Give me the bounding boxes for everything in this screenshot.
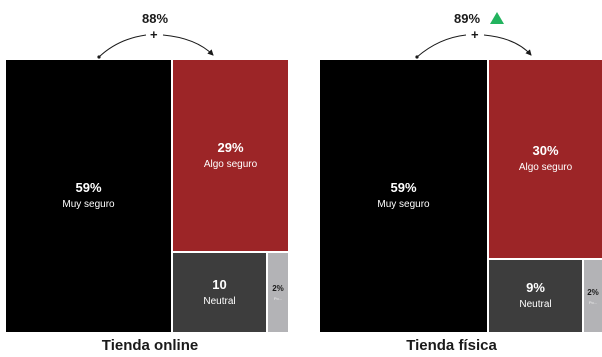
tile-poco-seguro: 2% Po... — [584, 260, 602, 332]
tile-algo-seguro: 29% Algo seguro — [173, 60, 288, 251]
tile-category-label: Neutral — [203, 295, 236, 307]
right-arrow-curve — [162, 34, 214, 56]
tile-value-label: 2% — [272, 284, 284, 293]
tile-value-label: 10 — [212, 276, 227, 292]
tile-category-label: Algo seguro — [203, 158, 258, 170]
tile-value-label: 2% — [587, 287, 599, 297]
tile-muy-seguro: 59% Muy seguro — [6, 60, 171, 332]
combine-arrows — [97, 34, 214, 59]
tile-category-label: Algo seguro — [518, 162, 573, 173]
combine-arrows — [415, 34, 532, 59]
triangle-up-icon — [490, 12, 504, 24]
right-arrow-curve — [483, 34, 532, 56]
plus-icon: + — [471, 27, 479, 42]
left-arrow-dot — [415, 55, 419, 59]
tile-category-label: Muy seguro — [377, 199, 430, 210]
tile-category-label: Neutral — [519, 299, 552, 310]
combined-percent-label: 89% — [454, 11, 481, 26]
tile-muy-seguro: 59% Muy seguro — [320, 60, 487, 332]
panel-title: Tienda física — [406, 337, 497, 354]
tile-category-label: Po... — [588, 299, 598, 305]
treemap-panel-fisica: 89% + 59% Muy seguro 30% Algo seguro 9% … — [301, 0, 602, 357]
tile-poco-seguro: 2% Po... — [268, 253, 288, 332]
tile-value-label: 59% — [390, 180, 417, 195]
plus-icon: + — [150, 27, 158, 42]
tile-category-label: Po... — [273, 296, 283, 301]
tile-value-label: 29% — [217, 139, 244, 155]
tile-neutral: 9% Neutral — [489, 260, 582, 332]
combined-percent-label: 88% — [142, 11, 169, 26]
panel-title: Tienda online — [101, 337, 199, 354]
tile-neutral: 10 Neutral — [173, 253, 266, 332]
tile-category-label: Muy seguro — [62, 199, 115, 210]
treemap-panel-online: 88% + 59% Muy seguro 29% Algo seguro 10 … — [0, 0, 300, 357]
tile-value-label: 30% — [532, 143, 559, 158]
left-arrow-curve — [416, 34, 467, 58]
tile-value-label: 9% — [526, 280, 545, 295]
left-arrow-dot — [97, 55, 101, 59]
tile-algo-seguro: 30% Algo seguro — [489, 60, 602, 258]
left-arrow-curve — [98, 34, 147, 58]
tile-value-label: 59% — [75, 180, 102, 195]
